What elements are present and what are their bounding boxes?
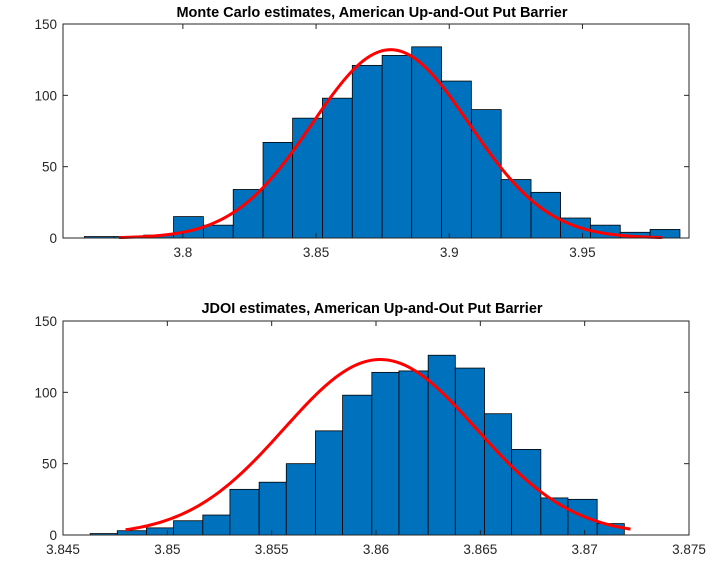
histogram-bar [232, 189, 264, 239]
x-tick-label: 3.85 [154, 542, 180, 557]
histogram-bar [342, 394, 373, 536]
x-tick-label: 3.8 [173, 245, 192, 260]
chart-title: JDOI estimates, American Up-and-Out Put … [201, 301, 542, 317]
histogram-bar [381, 54, 413, 239]
chart-jdoi: JDOI estimates, American Up-and-Out Put … [34, 301, 705, 557]
histogram-bar [398, 370, 429, 536]
normal-fit-curve [125, 358, 631, 532]
y-axis-ticks: 0 50 100 150 [34, 314, 689, 543]
y-tick-label: 100 [34, 88, 57, 103]
histogram-bar [470, 109, 502, 239]
bars-group [89, 354, 625, 536]
histogram-bar [454, 367, 485, 536]
x-tick-label: 3.86 [363, 542, 389, 557]
histogram-bar [229, 488, 260, 536]
histogram-bar [285, 463, 316, 536]
fit-curve-group [118, 48, 663, 240]
histogram-bar [511, 448, 542, 536]
x-tick-label: 3.865 [463, 542, 497, 557]
histogram-bar [484, 413, 513, 536]
y-tick-label: 150 [34, 17, 57, 32]
y-tick-label: 0 [49, 528, 57, 543]
histogram-bar [258, 481, 287, 536]
x-tick-label: 3.875 [672, 542, 706, 557]
histogram-bar [173, 520, 204, 536]
histogram-bar [315, 430, 344, 536]
y-tick-label: 150 [34, 314, 57, 329]
x-tick-label: 3.9 [440, 245, 459, 260]
histogram-bar [202, 224, 234, 239]
histogram-bar [500, 179, 532, 239]
x-axis-ticks: 3.8 3.85 3.9 3.95 [173, 24, 596, 260]
histogram-bar [202, 514, 231, 536]
histogram-bar [322, 97, 353, 239]
x-tick-label: 3.845 [46, 542, 80, 557]
histogram-bar [292, 117, 323, 239]
histogram-bar [351, 64, 383, 239]
x-tick-label: 3.85 [303, 245, 329, 260]
histogram-bar [411, 46, 442, 239]
chart-title: Monte Carlo estimates, American Up-and-O… [176, 5, 567, 21]
axes-box [62, 23, 690, 239]
y-axis-ticks: 0 50 100 150 [34, 17, 689, 246]
histogram-bar [540, 497, 569, 536]
histogram-bar [116, 530, 147, 536]
x-tick-label: 3.855 [255, 542, 289, 557]
fit-curve-group [125, 358, 631, 532]
normal-fit-curve [118, 48, 663, 240]
bars-group [83, 46, 681, 239]
x-axis-ticks: 3.845 3.85 3.855 3.86 3.865 3.87 3.875 [46, 321, 706, 557]
x-tick-label: 3.95 [569, 245, 595, 260]
histogram-bar [530, 191, 562, 239]
chart-monte-carlo: Monte Carlo estimates, American Up-and-O… [34, 5, 690, 260]
y-tick-label: 50 [42, 457, 57, 472]
histogram-bar [371, 371, 400, 536]
histogram-bar [146, 527, 175, 536]
y-tick-label: 0 [49, 231, 57, 246]
x-tick-label: 3.87 [572, 542, 598, 557]
y-tick-label: 50 [42, 160, 57, 175]
y-tick-label: 100 [34, 385, 57, 400]
